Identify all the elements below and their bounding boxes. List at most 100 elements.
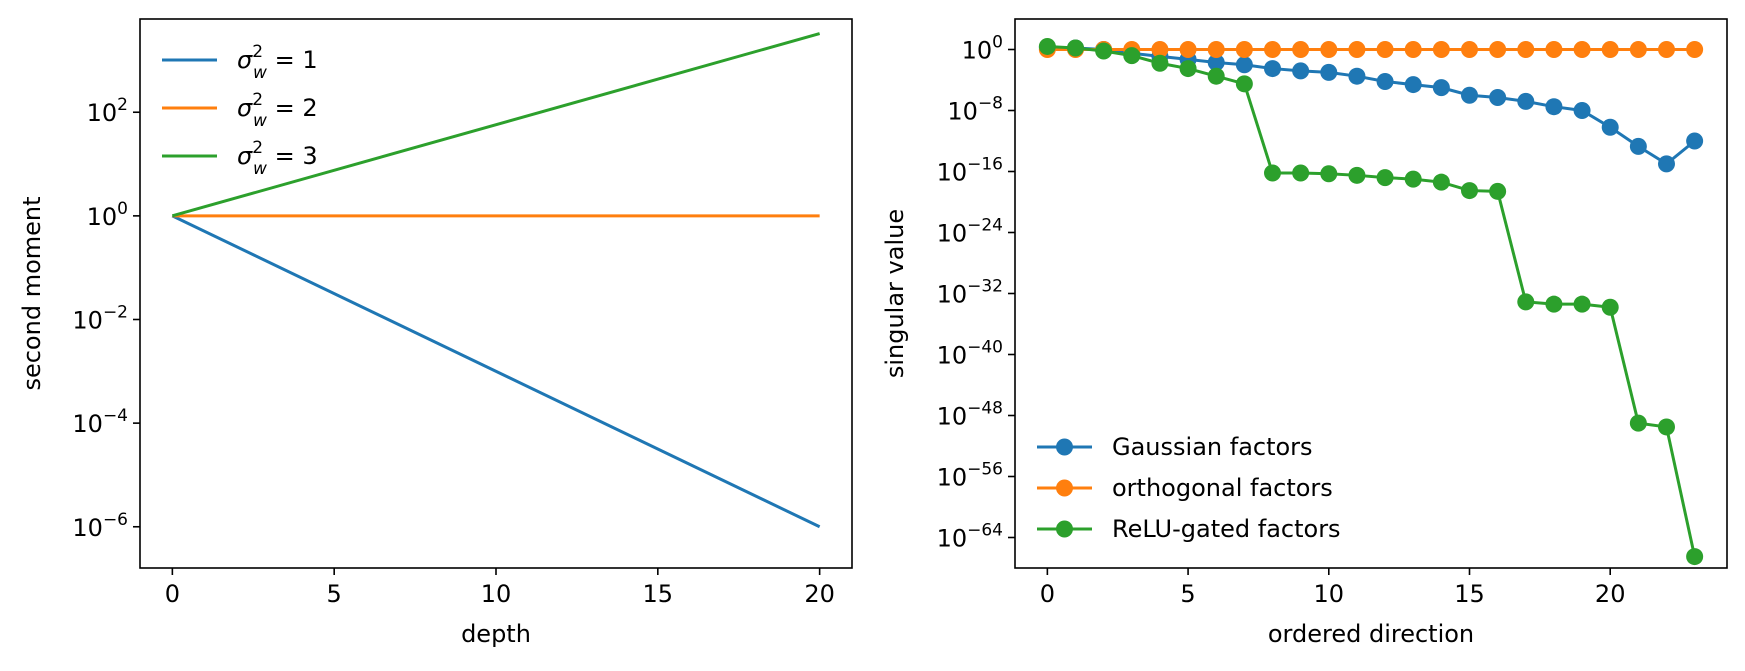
x-tick-label: 15 (643, 580, 674, 608)
series-orthogonal-factors-point (1517, 41, 1535, 58)
y-tick-label: 10−16 (937, 155, 1003, 187)
series-relu-gated-factors-point (1489, 182, 1507, 200)
series-gaussian-factors-point (1320, 63, 1338, 81)
series-orthogonal-factors-point (1657, 41, 1675, 58)
series-gaussian-factors-point (1235, 56, 1253, 74)
series-gaussian-factors-line (1047, 45, 1696, 166)
y-tick-label: 100 (962, 33, 1003, 65)
plot-frame (139, 18, 853, 569)
series-orthogonal-factors-point (1460, 41, 1478, 58)
y-tick-label: 10−64 (937, 521, 1003, 553)
y-tick-label: 10−4 (72, 406, 128, 438)
x-tick-label: 5 (1180, 580, 1195, 608)
x-tick-label: 20 (1595, 580, 1626, 608)
legend-label: σ2 w = 3 (237, 138, 318, 179)
series-relu-gated-factors-point (1179, 60, 1197, 78)
legend-marker (1056, 479, 1073, 497)
series-relu-gated-factors-point (1292, 164, 1310, 182)
series-relu-gated-factors-point (1657, 418, 1675, 436)
series-orthogonal-factors-point (1235, 41, 1253, 58)
series-gaussian-factors-point (1517, 92, 1535, 110)
x-tick-label: 10 (1314, 580, 1345, 608)
series-gaussian-factors-point (1264, 60, 1282, 78)
series-relu-gated-factors-point (1320, 165, 1338, 183)
y-tick-label: 10−32 (937, 277, 1003, 309)
series-relu-gated-factors-point (1686, 548, 1704, 566)
y-axis-label: second moment (18, 196, 46, 390)
x-tick-label: 20 (804, 580, 835, 608)
series-gaussian-factors-point (1207, 53, 1225, 71)
series-gaussian-factors-point (1601, 118, 1619, 136)
series--w-1-line (171, 214, 821, 529)
series-gaussian-factors-point (1573, 102, 1591, 119)
plot-area (171, 32, 821, 529)
series-gaussian-factors-point (1404, 76, 1422, 94)
y-axis-label: singular value (881, 209, 909, 378)
x-tick-label: 0 (1040, 580, 1055, 608)
series-relu-gated-factors-point (1460, 182, 1478, 200)
series-orthogonal-factors-point (1629, 41, 1647, 58)
series-orthogonal-factors-point (1545, 41, 1563, 58)
series-relu-gated-factors-point (1264, 164, 1282, 182)
series-gaussian-factors-point (1657, 155, 1675, 173)
x-tick-label: 15 (1454, 580, 1485, 608)
series-orthogonal-factors-point (1320, 41, 1338, 58)
series-relu-gated-factors-point (1601, 298, 1619, 316)
series-relu-gated-factors-point (1404, 170, 1422, 188)
series-orthogonal-factors-point (1432, 41, 1450, 58)
y-tick-label: 100 (87, 199, 128, 231)
series-relu-gated-factors-point (1545, 295, 1563, 313)
y-tick-label: 102 (87, 95, 128, 127)
series-relu-gated-factors-point (1038, 37, 1056, 55)
series-relu-gated-factors-point (1629, 414, 1647, 432)
legend-marker (1056, 520, 1073, 538)
plot-frame (1014, 18, 1728, 569)
y-tick-label: 10−6 (72, 510, 128, 542)
legend: Gaussian factors orthogonal factors ReLU-g… (1037, 433, 1341, 543)
series-gaussian-factors-point (1432, 79, 1450, 97)
series-relu-gated-factors-point (1207, 67, 1225, 85)
series-gaussian-factors-point (1376, 73, 1394, 91)
series-gaussian-factors-point (1629, 137, 1647, 155)
legend-label: ReLU-gated factors (1112, 515, 1341, 543)
legend-label: σ2 w = 1 (237, 42, 318, 83)
series-relu-gated-factors-point (1432, 173, 1450, 191)
series-relu-gated-factors-point (1235, 75, 1253, 93)
series-orthogonal-factors-point (1404, 41, 1422, 58)
series-orthogonal-factors-point (1207, 41, 1225, 58)
y-tick-label: 10−40 (937, 338, 1003, 370)
x-tick-label: 10 (481, 580, 512, 608)
series--w-3-line (171, 32, 821, 218)
series-orthogonal-factors-point (1179, 41, 1197, 58)
series-gaussian-factors-point (1545, 98, 1563, 116)
series-relu-gated-factors-point (1123, 47, 1141, 65)
series-gaussian-factors-point (1686, 132, 1704, 150)
series-relu-gated-factors-point (1573, 295, 1591, 313)
series-gaussian-factors-point (1489, 89, 1507, 107)
series-orthogonal-factors-point (1601, 41, 1619, 58)
x-axis-label: depth (461, 620, 531, 648)
x-axis-label: ordered direction (1268, 620, 1474, 648)
legend-marker (1056, 438, 1073, 456)
series-orthogonal-factors-point (1686, 41, 1704, 58)
series-orthogonal-factors-point (1292, 41, 1310, 58)
series-orthogonal-factors-point (1573, 41, 1591, 58)
series-orthogonal-factors-point (1348, 41, 1366, 58)
right-panel: 0 5 10 15 20 100 10−8 10−16 10−24 10−32 10−40 10−48… (881, 18, 1728, 648)
series-orthogonal-factors-point (1264, 41, 1282, 58)
y-tick-label: 10−8 (947, 94, 1003, 126)
plot-area (1038, 37, 1704, 566)
y-tick-label: 10−24 (937, 216, 1003, 248)
series-relu-gated-factors-point (1517, 293, 1535, 311)
y-tick-label: 10−56 (937, 460, 1003, 492)
y-tick-label: 10−48 (937, 399, 1003, 431)
series-orthogonal-factors-point (1376, 41, 1394, 58)
series-orthogonal-factors-point (1151, 41, 1169, 58)
series-gaussian-factors-point (1460, 86, 1478, 104)
left-panel: 0 5 10 15 20 102 100 10−2 10−4 10−6 depth second mo… (18, 18, 853, 648)
series-relu-gated-factors-point (1376, 169, 1394, 187)
series-orthogonal-factors-point (1489, 41, 1507, 58)
series-relu-gated-factors-point (1095, 42, 1113, 60)
x-tick-label: 0 (165, 580, 180, 608)
